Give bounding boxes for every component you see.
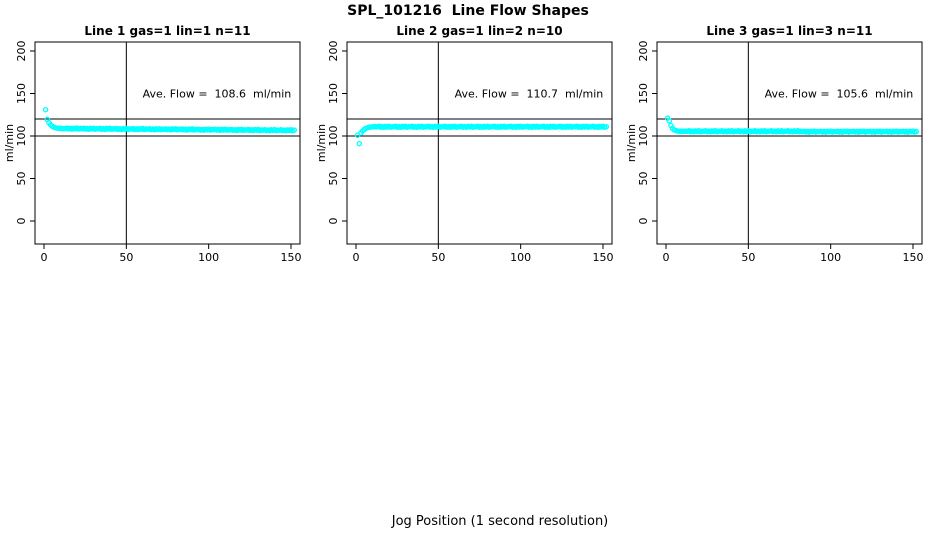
y-tick-label: 0 xyxy=(15,218,28,225)
ave-flow-annotation: Ave. Flow = 110.7 ml/min xyxy=(455,88,604,101)
y-tick-label: 0 xyxy=(637,218,650,225)
panel-title: Line 3 gas=1 lin=3 n=11 xyxy=(706,24,872,38)
plot-box xyxy=(656,41,923,245)
x-tick-label: 0 xyxy=(353,251,360,264)
data-point xyxy=(913,128,920,135)
scatter-points xyxy=(664,115,920,135)
scatter-points xyxy=(42,106,298,134)
y-tick-label: 200 xyxy=(327,41,340,62)
y-tick-label: 150 xyxy=(637,83,650,104)
y-axis-title: ml/min xyxy=(315,124,328,162)
figure-title: SPL_101216 Line Flow Shapes xyxy=(347,3,589,19)
scatter-points xyxy=(354,123,610,147)
x-tick-label: 50 xyxy=(119,251,133,264)
x-tick-label: 50 xyxy=(741,251,755,264)
y-tick-label: 50 xyxy=(637,172,650,186)
y-tick-label: 150 xyxy=(15,83,28,104)
y-axis-title: ml/min xyxy=(3,124,16,162)
data-point xyxy=(42,106,49,113)
y-tick-label: 100 xyxy=(637,126,650,147)
panel-title: Line 2 gas=1 lin=2 n=10 xyxy=(396,24,562,38)
ave-flow-annotation: Ave. Flow = 105.6 ml/min xyxy=(765,88,914,101)
plot-box xyxy=(346,41,613,245)
data-point xyxy=(356,140,363,147)
y-tick-label: 150 xyxy=(327,83,340,104)
y-tick-label: 100 xyxy=(327,126,340,147)
x-tick-label: 0 xyxy=(41,251,48,264)
data-point xyxy=(666,117,673,124)
y-tick-label: 50 xyxy=(15,172,28,186)
x-tick-label: 100 xyxy=(510,251,531,264)
y-tick-label: 100 xyxy=(15,126,28,147)
y-axis-title: ml/min xyxy=(625,124,638,162)
x-axis-label: Jog Position (1 second resolution) xyxy=(391,514,609,529)
x-tick-label: 100 xyxy=(198,251,219,264)
x-tick-label: 0 xyxy=(663,251,670,264)
data-point xyxy=(603,123,610,130)
plot-box xyxy=(34,41,301,245)
y-tick-label: 0 xyxy=(327,218,340,225)
panel-title: Line 1 gas=1 lin=1 n=11 xyxy=(84,24,250,38)
panel-line-1: 0 50 100 150 0 50 100 150 200 Line 1 gas=1 lin=1 … xyxy=(3,24,302,264)
panel-line-3: 0 50 100 150 0 50 100 150 200 Line 3 gas=1 lin=3 … xyxy=(625,24,924,264)
y-tick-label: 200 xyxy=(637,41,650,62)
y-tick-label: 50 xyxy=(327,172,340,186)
x-tick-label: 50 xyxy=(431,251,445,264)
x-tick-label: 150 xyxy=(281,251,302,264)
x-tick-label: 150 xyxy=(593,251,614,264)
x-tick-label: 100 xyxy=(820,251,841,264)
panel-line-2: 0 50 100 150 0 50 100 150 200 Line 2 gas=1 lin=2 … xyxy=(315,24,614,264)
data-point xyxy=(291,127,298,133)
ave-flow-annotation: Ave. Flow = 108.6 ml/min xyxy=(143,88,292,101)
x-tick-label: 150 xyxy=(903,251,924,264)
y-tick-label: 200 xyxy=(15,41,28,62)
